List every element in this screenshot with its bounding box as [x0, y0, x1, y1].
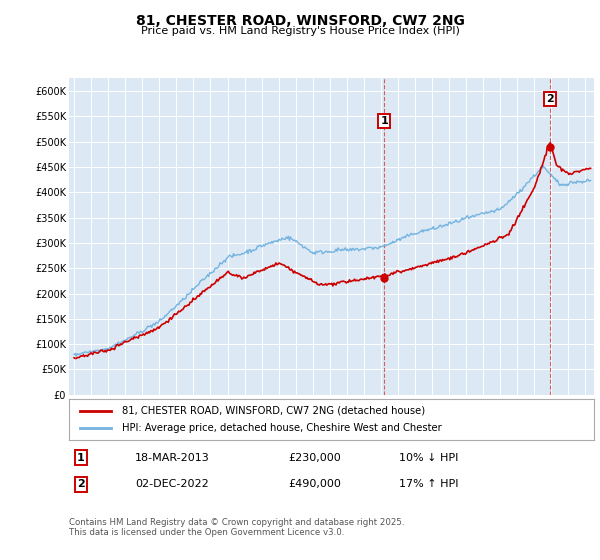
Text: 18-MAR-2013: 18-MAR-2013 — [135, 452, 210, 463]
Text: Contains HM Land Registry data © Crown copyright and database right 2025.
This d: Contains HM Land Registry data © Crown c… — [69, 518, 404, 538]
Text: 1: 1 — [77, 452, 85, 463]
Text: 81, CHESTER ROAD, WINSFORD, CW7 2NG (detached house): 81, CHESTER ROAD, WINSFORD, CW7 2NG (det… — [121, 405, 425, 416]
Text: 2: 2 — [77, 479, 85, 489]
Text: 02-DEC-2022: 02-DEC-2022 — [135, 479, 209, 489]
Text: 1: 1 — [380, 116, 388, 127]
Text: Price paid vs. HM Land Registry's House Price Index (HPI): Price paid vs. HM Land Registry's House … — [140, 26, 460, 36]
Text: 2: 2 — [546, 94, 554, 104]
Text: HPI: Average price, detached house, Cheshire West and Chester: HPI: Average price, detached house, Ches… — [121, 423, 441, 433]
Text: 10% ↓ HPI: 10% ↓ HPI — [399, 452, 458, 463]
Text: 81, CHESTER ROAD, WINSFORD, CW7 2NG: 81, CHESTER ROAD, WINSFORD, CW7 2NG — [136, 14, 464, 28]
Text: £230,000: £230,000 — [288, 452, 341, 463]
Text: 17% ↑ HPI: 17% ↑ HPI — [399, 479, 458, 489]
Text: £490,000: £490,000 — [288, 479, 341, 489]
